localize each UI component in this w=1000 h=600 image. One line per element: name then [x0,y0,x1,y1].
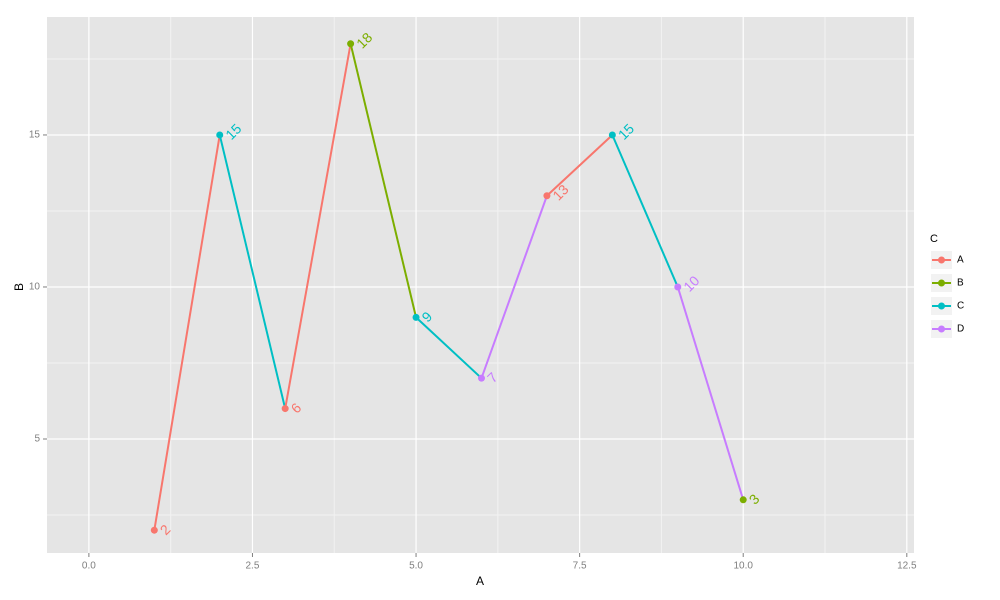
line-segment [415,316,483,379]
legend-point [938,256,945,264]
legend-title: C [930,233,938,245]
x-axis-title: A [476,574,484,588]
legend-point [938,279,945,287]
point [150,526,158,534]
y-tick-label: 10 [29,282,41,293]
x-tick-label: 2.5 [246,561,260,572]
x-tick-label: 7.5 [573,561,587,572]
line-segment [218,134,287,409]
line-segment [546,134,614,197]
point [608,131,616,139]
panel [47,17,914,553]
line-segment [349,43,418,318]
point [543,192,551,200]
point [216,131,224,139]
x-tick-label: 10.0 [733,561,753,572]
x-tick-label: 12.5 [897,561,917,572]
point [739,496,747,504]
x-tick-label: 0.0 [82,561,96,572]
legend-label: D [957,324,964,335]
y-axis-title: B [12,283,26,291]
line-segment [153,134,221,531]
legend-point [938,325,945,333]
point [412,313,420,321]
y-tick-label: 5 [34,434,40,445]
point [674,283,682,291]
line-segment [480,195,548,379]
line-segment [284,43,352,409]
point [347,40,355,48]
point [281,405,289,413]
legend-label: A [957,255,964,266]
legend-label: B [957,278,964,289]
line-segment [676,286,745,501]
legend-label: C [957,301,964,312]
point [477,374,485,382]
y-tick-label: 15 [29,130,41,141]
x-tick-label: 5.0 [409,561,423,572]
line-segment [611,134,679,288]
legend-point [938,302,945,310]
